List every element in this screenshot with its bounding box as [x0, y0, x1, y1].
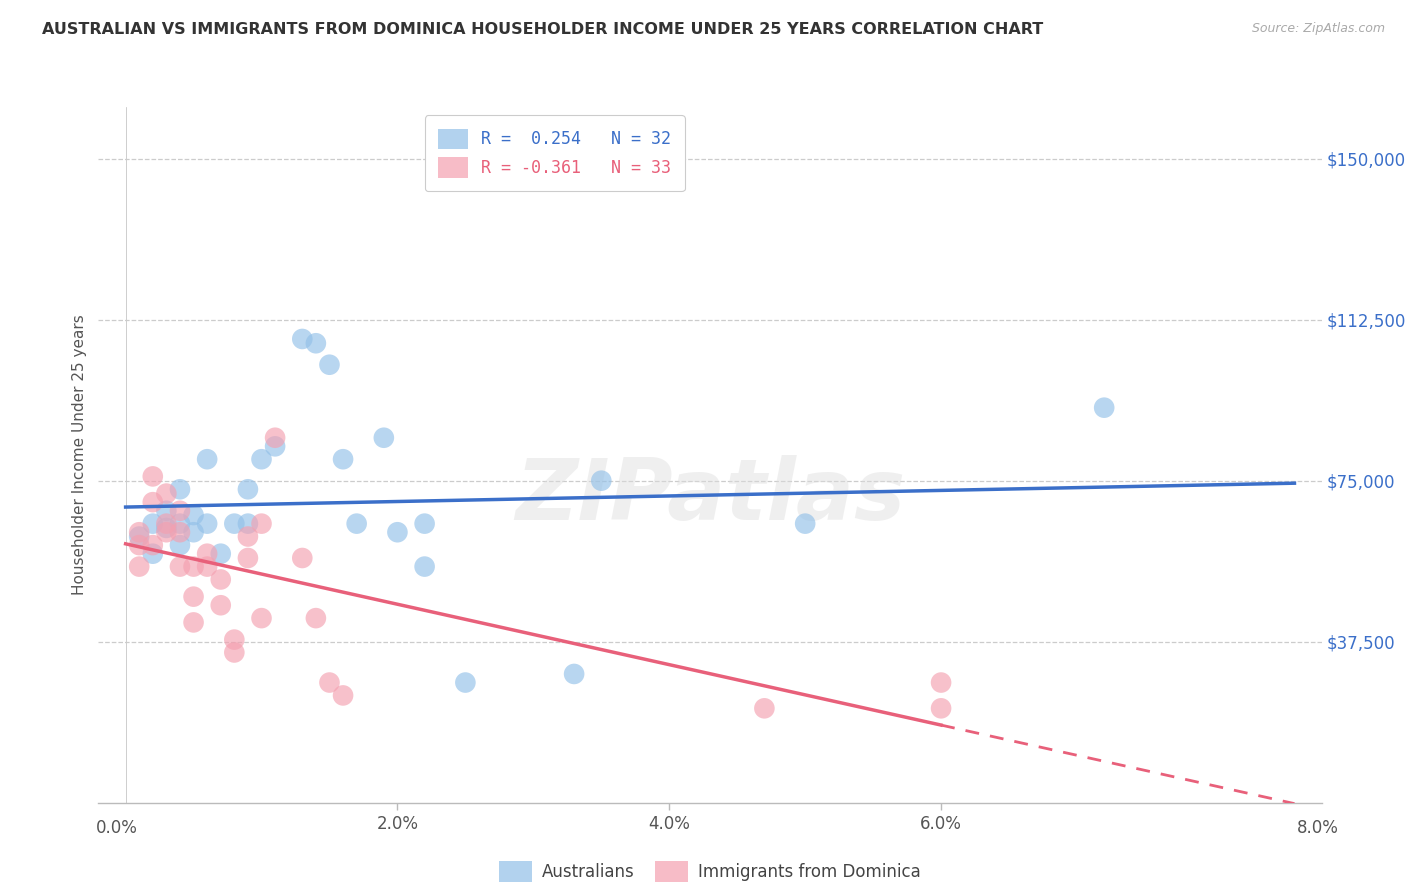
Point [250, 611, 273, 625]
Point [128, 559, 150, 574]
Point [264, 431, 287, 445]
Point [195, 547, 218, 561]
Point [291, 551, 314, 566]
Point [413, 559, 436, 574]
Point [236, 551, 259, 566]
Point [183, 525, 205, 540]
Point [346, 516, 368, 531]
Point [169, 516, 191, 531]
Point [591, 474, 613, 488]
Point [236, 529, 259, 543]
Point [155, 486, 177, 500]
Point [209, 573, 232, 587]
Point [454, 675, 477, 690]
Point [387, 525, 409, 540]
Point [209, 599, 232, 613]
Point [929, 675, 952, 690]
Point [142, 495, 165, 509]
Point [224, 632, 246, 647]
Point [1092, 401, 1115, 415]
Point [562, 667, 585, 681]
Point [305, 611, 328, 625]
Point [142, 538, 165, 552]
Point [291, 332, 314, 346]
Point [128, 525, 150, 540]
Point [169, 559, 191, 574]
Point [195, 516, 218, 531]
Point [209, 547, 232, 561]
Point [236, 516, 259, 531]
Point [155, 516, 177, 531]
Point [142, 469, 165, 483]
Point [373, 431, 395, 445]
Point [128, 538, 150, 552]
Point [236, 483, 259, 497]
Point [754, 701, 776, 715]
Point [224, 645, 246, 659]
Point [929, 701, 952, 715]
Point [332, 689, 354, 703]
Point [794, 516, 817, 531]
Point [318, 675, 340, 690]
Text: AUSTRALIAN VS IMMIGRANTS FROM DOMINICA HOUSEHOLDER INCOME UNDER 25 YEARS CORRELA: AUSTRALIAN VS IMMIGRANTS FROM DOMINICA H… [42, 22, 1043, 37]
Text: Source: ZipAtlas.com: Source: ZipAtlas.com [1251, 22, 1385, 36]
Point [142, 547, 165, 561]
Point [169, 504, 191, 518]
Text: 0.0%: 0.0% [96, 819, 138, 837]
Point [318, 358, 340, 372]
Point [413, 516, 436, 531]
Point [332, 452, 354, 467]
Point [155, 521, 177, 535]
Point [183, 559, 205, 574]
Point [264, 439, 287, 453]
Y-axis label: Householder Income Under 25 years: Householder Income Under 25 years [72, 315, 87, 595]
Point [128, 529, 150, 543]
Point [183, 590, 205, 604]
Point [155, 525, 177, 540]
Point [195, 452, 218, 467]
Point [155, 504, 177, 518]
Point [169, 525, 191, 540]
Point [250, 452, 273, 467]
Text: ZIPatlas: ZIPatlas [515, 455, 905, 538]
Point [250, 516, 273, 531]
Point [169, 538, 191, 552]
Point [169, 483, 191, 497]
Legend: Australians, Immigrants from Dominica: Australians, Immigrants from Dominica [492, 855, 928, 888]
Point [183, 508, 205, 522]
Point [183, 615, 205, 630]
Point [305, 336, 328, 351]
Text: 8.0%: 8.0% [1296, 819, 1339, 837]
Point [224, 516, 246, 531]
Point [195, 559, 218, 574]
Point [142, 516, 165, 531]
